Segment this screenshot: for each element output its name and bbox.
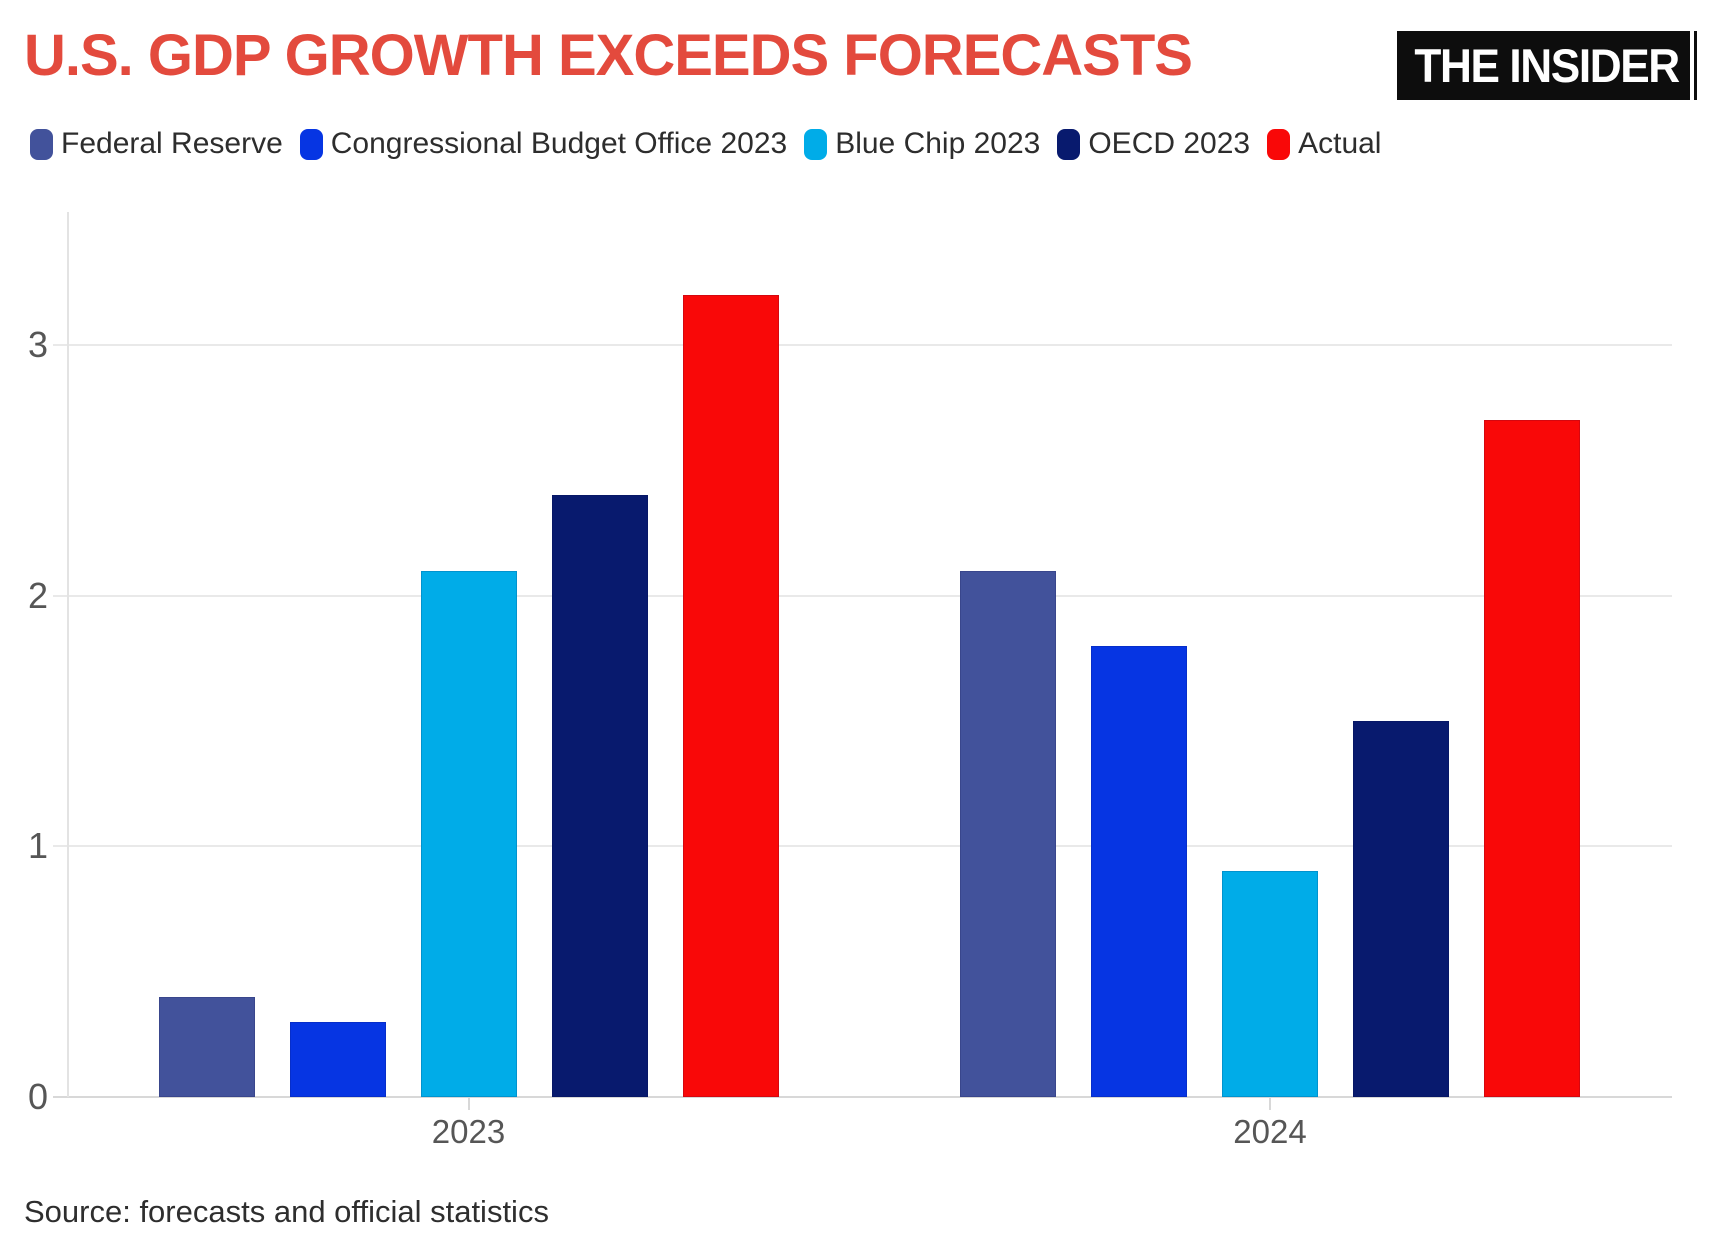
y-axis-tick-label: 1 [27, 825, 48, 867]
legend-swatch-oecd-2023 [1057, 128, 1081, 160]
logo-cursor-bar [1690, 31, 1694, 100]
legend-item-blue-chip-2023: Blue Chip 2023 [804, 127, 1040, 161]
x-axis-tick [467, 1097, 470, 1110]
bar-actual-2023 [682, 294, 779, 1097]
page-title: U.S. GDP GROWTH EXCEEDS FORECASTS [24, 23, 1193, 88]
bar-oecd-2023-2023 [551, 495, 648, 1097]
legend-item-actual: Actual [1267, 127, 1381, 161]
y-axis-tick-label: 0 [27, 1076, 48, 1117]
legend-label: Blue Chip 2023 [835, 127, 1041, 160]
bar-congressional-budget-office-2023-2023 [289, 1021, 386, 1097]
x-axis-label-2024: 2024 [1233, 1113, 1307, 1150]
bar-blue-chip-2023-2023 [420, 570, 517, 1097]
legend-item-federal-reserve: Federal Reserve [30, 127, 283, 161]
publisher-logo: THE INSIDER [1397, 31, 1697, 100]
y-axis-tick-label: 2 [27, 574, 48, 616]
y-axis-line [67, 212, 69, 1097]
source-note: Source: forecasts and official statistic… [24, 1194, 549, 1229]
gridline [53, 594, 1672, 597]
legend-swatch-congressional-budget-office-2023 [299, 128, 323, 160]
gridline [53, 845, 1672, 848]
bar-federal-reserve-2024 [960, 570, 1056, 1097]
legend-item-congressional-budget-office-2023: Congressional Budget Office 2023 [299, 127, 788, 161]
x-axis-tick [1269, 1097, 1271, 1110]
legend-label: Federal Reserve [61, 127, 283, 160]
y-axis-tick-label: 3 [27, 323, 48, 365]
bar-congressional-budget-office-2023-2024 [1091, 645, 1187, 1097]
gridline [53, 343, 1672, 346]
bar-oecd-2023-2024 [1353, 720, 1449, 1097]
x-axis-baseline [53, 1096, 1672, 1098]
legend-label: Actual [1298, 127, 1382, 160]
x-axis-label-2023: 2023 [431, 1113, 506, 1150]
legend-label: Congressional Budget Office 2023 [330, 127, 788, 160]
bar-blue-chip-2023-2024 [1222, 871, 1318, 1097]
bar-actual-2024 [1484, 420, 1580, 1097]
chart-legend: Federal Reserve Congressional Budget Offi… [30, 127, 1381, 161]
bar-federal-reserve-2023 [158, 996, 255, 1097]
legend-swatch-actual [1267, 128, 1291, 160]
legend-label: OECD 2023 [1088, 127, 1251, 160]
legend-swatch-federal-reserve [30, 128, 53, 160]
legend-swatch-blue-chip-2023 [804, 128, 828, 160]
publisher-logo-text: THE INSIDER [1414, 39, 1681, 92]
legend-item-oecd-2023: OECD 2023 [1057, 127, 1250, 161]
